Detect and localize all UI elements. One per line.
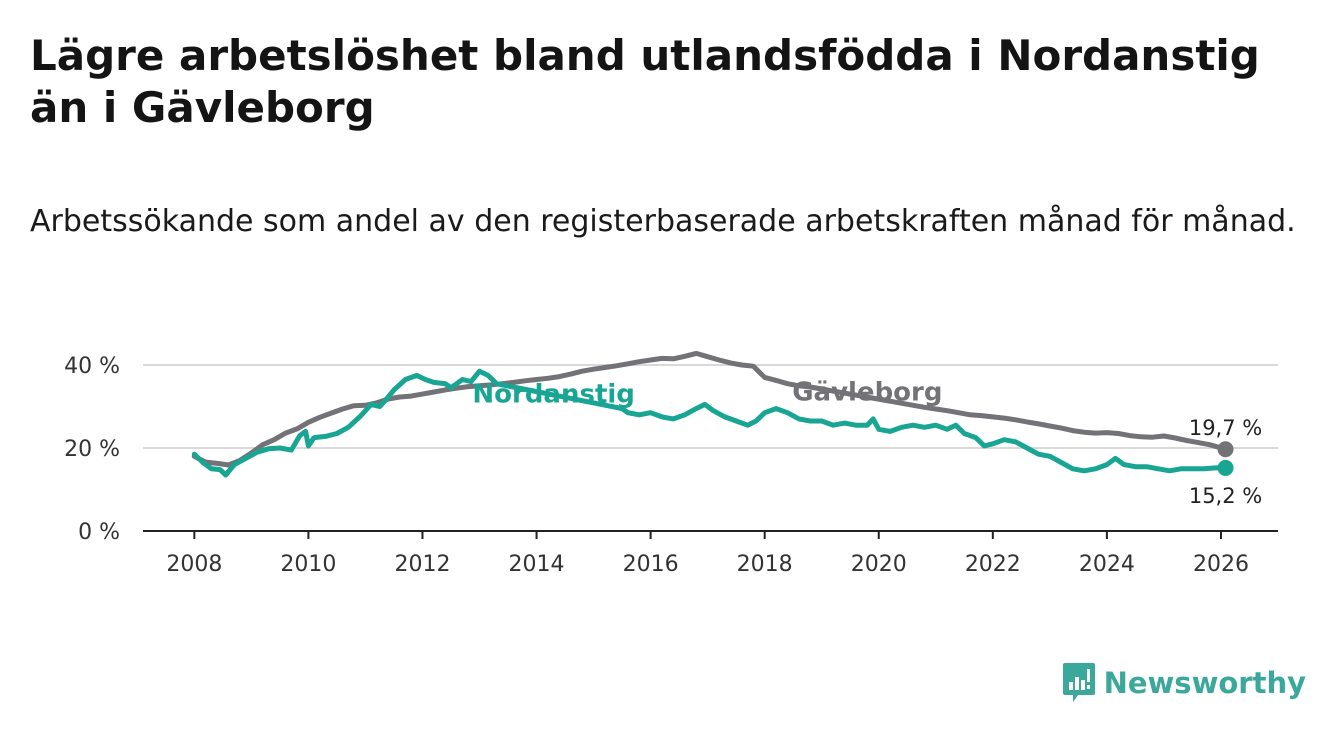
y-tick-label: 0 % [78,520,120,545]
end-value-label-nordanstig: 15,2 % [1189,484,1262,508]
axes: 0 % 20 % 40 % 2008 2010 2012 2014 2016 2018 2020 2… [64,354,1278,577]
newsworthy-logo: Newsworthy [1062,662,1306,704]
end-point-nordanstig [1217,459,1234,476]
chart-title: Lägre arbetslöshet bland utlandsfödda i … [30,31,1260,132]
x-tick-label: 2008 [166,552,222,577]
x-tick-label: 2016 [623,552,679,577]
series-lines [191,350,1234,478]
x-tick-label: 2024 [1079,552,1135,577]
y-tick-label: 40 % [64,354,120,379]
x-tick-label: 2010 [280,552,336,577]
series-labels: 19,7 % 15,2 % Gävleborg Nordanstig [472,377,1262,508]
series-label-gavleborg: Gävleborg [792,377,942,407]
end-point-gavleborg [1217,441,1234,458]
series-label-nordanstig: Nordanstig [472,379,635,409]
x-tick-label: 2012 [394,552,450,577]
series-line-nordanstig [191,368,1228,478]
line-chart: 0 % 20 % 40 % 2008 2010 2012 2014 2016 2018 2020 2… [64,350,1278,577]
x-tick-label: 2020 [851,552,907,577]
newsworthy-logo-icon [1062,663,1095,702]
chart-subtitle: Arbetssökande som andel av den registerb… [30,204,1296,239]
brand-name: Newsworthy [1103,666,1306,700]
end-value-label-gavleborg: 19,7 % [1189,416,1262,440]
x-tick-label: 2018 [737,552,793,577]
series-line-gavleborg [191,350,1228,468]
x-tick-label: 2022 [965,552,1021,577]
x-tick-label: 2026 [1193,552,1249,577]
x-tick-label: 2014 [509,552,565,577]
y-tick-label: 20 % [64,437,120,462]
gridlines [143,364,1278,449]
